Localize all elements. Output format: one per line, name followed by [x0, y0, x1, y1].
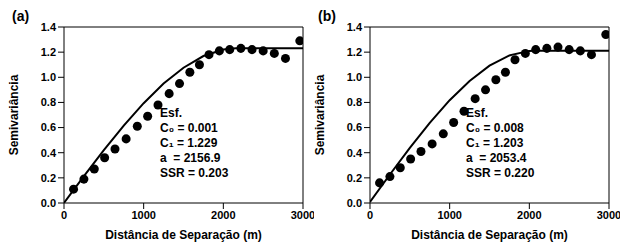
- svg-text:0.8: 0.8: [347, 96, 362, 108]
- html-text:C₀ = 0.008: C₀ = 0.008: [466, 121, 524, 135]
- svg-text:1000: 1000: [131, 209, 155, 221]
- svg-text:1.0: 1.0: [41, 71, 56, 83]
- html-text:(a): (a): [12, 8, 30, 24]
- html-text:SSR = 0.203: SSR = 0.203: [160, 166, 229, 180]
- svg-text:0: 0: [367, 209, 373, 221]
- svg-text:0.2: 0.2: [41, 172, 56, 184]
- svg-text:Semivariância: Semivariância: [314, 74, 327, 155]
- html-text:Esf.: Esf.: [160, 106, 182, 120]
- html-text:Esf.: Esf.: [466, 106, 488, 120]
- svg-text:0.8: 0.8: [41, 96, 56, 108]
- svg-text:Distância de Separação (m): Distância de Separação (m): [105, 228, 262, 242]
- svg-text:0.4: 0.4: [41, 147, 57, 159]
- svg-text:0.6: 0.6: [41, 121, 56, 133]
- svg-text:0.6: 0.6: [347, 121, 362, 133]
- svg-text:1000: 1000: [437, 209, 461, 221]
- svg-text:1.2: 1.2: [347, 46, 362, 58]
- svg-text:0: 0: [61, 209, 67, 221]
- svg-text:0.2: 0.2: [347, 172, 362, 184]
- html-text:a = 2156.9: a = 2156.9: [160, 151, 221, 165]
- svg-text:1.4: 1.4: [347, 21, 363, 33]
- svg-text:Semivariância: Semivariância: [8, 74, 21, 155]
- svg-text:1.4: 1.4: [41, 21, 57, 33]
- html-text:a = 2053.4: a = 2053.4: [466, 151, 527, 165]
- svg-text:Distância de Separação (m): Distância de Separação (m): [411, 228, 568, 242]
- svg-text:2000: 2000: [517, 209, 541, 221]
- svg-text:1.2: 1.2: [41, 46, 56, 58]
- svg-text:0.0: 0.0: [41, 197, 56, 209]
- html-text:C₀ = 0.001: C₀ = 0.001: [160, 121, 218, 135]
- svg-text:3000: 3000: [597, 209, 620, 221]
- html-text:SSR = 0.220: SSR = 0.220: [466, 166, 535, 180]
- svg-text:1.0: 1.0: [347, 71, 362, 83]
- svg-text:0.0: 0.0: [347, 197, 362, 209]
- svg-text:2000: 2000: [211, 209, 235, 221]
- svg-text:3000: 3000: [291, 209, 314, 221]
- svg-text:0.4: 0.4: [347, 147, 363, 159]
- html-text:C₁ = 1.229: C₁ = 1.229: [160, 136, 218, 150]
- html-text:(b): (b): [318, 8, 336, 24]
- html-text:C₁ = 1.203: C₁ = 1.203: [466, 136, 524, 150]
